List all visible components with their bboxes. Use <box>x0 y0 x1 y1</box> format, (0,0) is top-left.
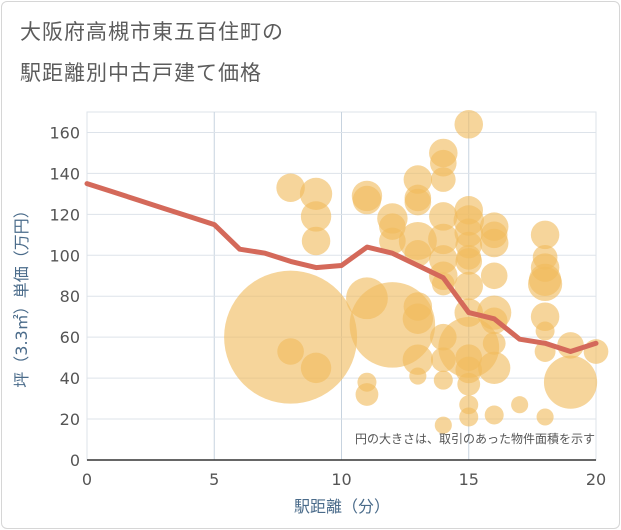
bubble <box>557 332 584 359</box>
y-tick-label: 140 <box>49 164 80 183</box>
y-axis-label: 坪（3.3㎡）単価（万円） <box>12 202 31 387</box>
y-tick-label: 120 <box>49 205 80 224</box>
bubble <box>454 271 483 301</box>
x-tick-label: 0 <box>82 470 92 489</box>
bubble <box>276 173 305 202</box>
bubble <box>455 248 483 275</box>
x-tick-label: 10 <box>331 470 351 489</box>
bubbles <box>224 110 609 434</box>
bubble <box>379 227 406 255</box>
bubble <box>457 372 481 396</box>
bubble <box>430 167 456 192</box>
bubble <box>484 405 504 425</box>
bubble <box>479 228 509 258</box>
bubble <box>454 110 483 139</box>
y-tick-label: 0 <box>70 451 80 470</box>
bubble <box>482 331 506 355</box>
bubble <box>224 270 358 404</box>
bubble <box>301 226 331 256</box>
bubble <box>511 396 529 414</box>
bubble <box>528 266 563 302</box>
bubble <box>300 201 332 232</box>
y-tick-label: 60 <box>60 328 80 347</box>
size-note: 円の大きさは、取引のあった物件面積を示す <box>355 431 595 446</box>
x-tick-label: 5 <box>209 470 219 489</box>
x-tick-label: 15 <box>459 470 479 489</box>
chart-title-line2: 駅距離別中古戸建て価格 <box>20 61 262 85</box>
bubble <box>409 367 427 385</box>
y-ticks: 0 20 40 60 80 100 120 140 160 <box>49 123 80 470</box>
y-tick-label: 160 <box>49 123 80 142</box>
y-tick-label: 80 <box>60 287 80 306</box>
bubble <box>402 303 434 334</box>
bubble <box>428 223 459 255</box>
y-tick-label: 100 <box>49 246 80 265</box>
chart-title-line1: 大阪府高槻市東五百住町の <box>20 20 284 44</box>
x-axis-label: 駅距離（分） <box>294 497 390 516</box>
y-tick-label: 20 <box>60 410 80 429</box>
trend-line <box>84 181 599 354</box>
bubble <box>536 408 554 426</box>
bubble <box>478 351 511 385</box>
bubble <box>459 407 479 427</box>
bubble <box>429 202 458 231</box>
bubble <box>300 352 332 384</box>
bubble <box>299 177 333 211</box>
bubble <box>404 188 432 216</box>
bubble <box>403 165 433 194</box>
bubble <box>355 383 379 406</box>
bubble <box>535 321 555 341</box>
bubble <box>434 416 452 434</box>
bubble <box>402 344 434 375</box>
x-tick-label: 20 <box>586 470 606 489</box>
bubble <box>480 262 508 290</box>
x-ticks: 0 5 10 15 20 <box>82 470 606 489</box>
y-tick-label: 40 <box>60 369 80 388</box>
bubble <box>277 338 304 365</box>
bubble <box>530 302 560 331</box>
bubble <box>433 370 453 390</box>
bubble <box>352 185 382 215</box>
bubble <box>543 355 598 409</box>
bubble <box>530 220 560 250</box>
